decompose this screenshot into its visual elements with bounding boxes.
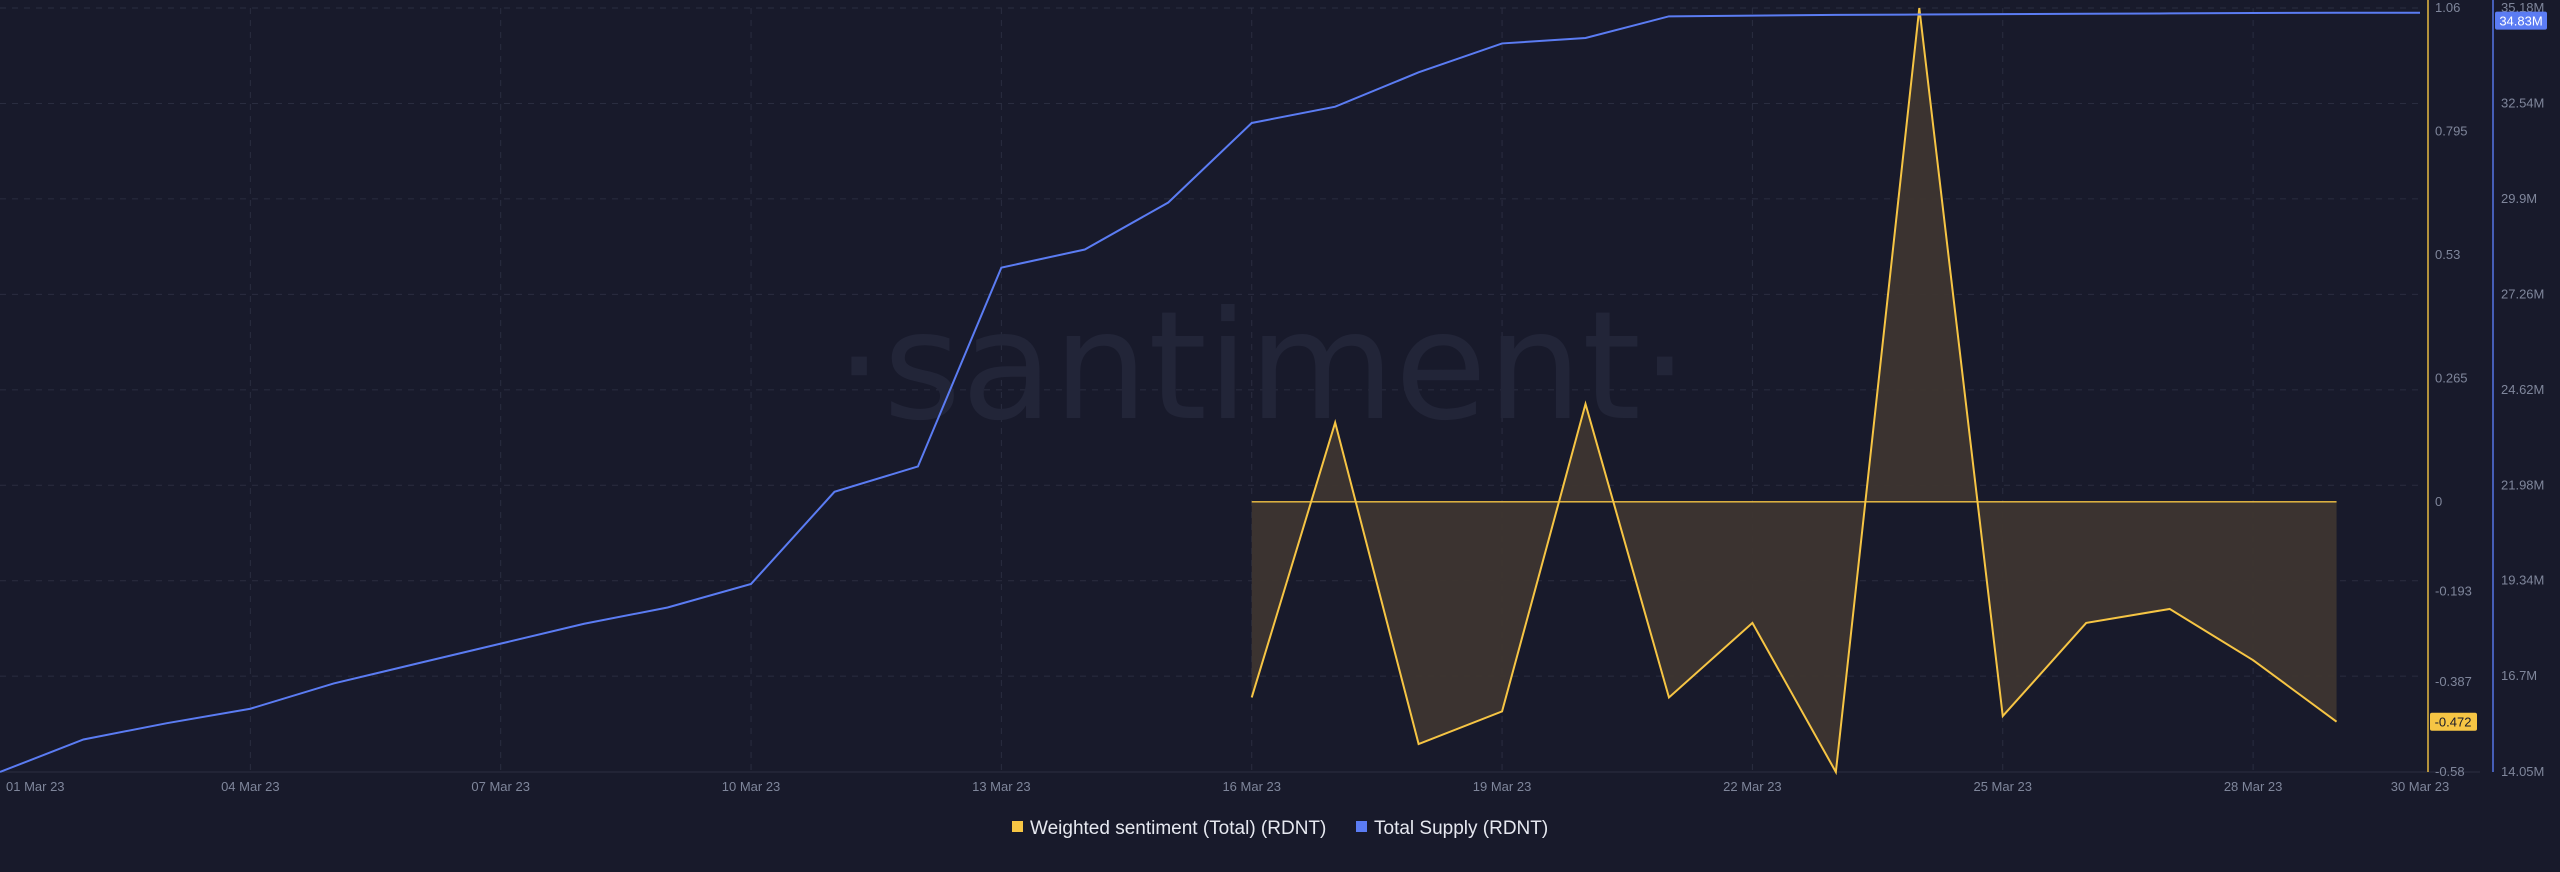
supply-tick-label: 29.9M: [2501, 191, 2537, 206]
supply-tick-label: 16.7M: [2501, 668, 2537, 683]
x-tick-label: 19 Mar 23: [1473, 779, 1532, 794]
x-tick-label: 01 Mar 23: [6, 779, 65, 794]
legend-swatch-supply: [1356, 821, 1367, 832]
supply-tick-label: 32.54M: [2501, 95, 2544, 110]
sentiment-value-label: -0.472: [2435, 715, 2472, 730]
x-tick-label: 16 Mar 23: [1222, 779, 1281, 794]
x-tick-label: 07 Mar 23: [471, 779, 530, 794]
supply-tick-label: 27.26M: [2501, 286, 2544, 301]
sentiment-tick-label: -0.193: [2435, 584, 2472, 599]
x-tick-label: 04 Mar 23: [221, 779, 280, 794]
legend-label-supply: Total Supply (RDNT): [1374, 818, 1548, 839]
sentiment-tick-label: 1.06: [2435, 0, 2460, 15]
sentiment-tick-label: 0.265: [2435, 370, 2468, 385]
x-tick-label: 30 Mar 23: [2391, 779, 2450, 794]
sentiment-tick-label: 0.53: [2435, 247, 2460, 262]
supply-tick-label: 19.34M: [2501, 573, 2544, 588]
x-tick-label: 22 Mar 23: [1723, 779, 1782, 794]
santiment-watermark: ·santiment·: [835, 280, 1688, 454]
legend-label-sentiment: Weighted sentiment (Total) (RDNT): [1030, 818, 1326, 839]
x-tick-label: 13 Mar 23: [972, 779, 1031, 794]
sentiment-tick-label: 0.795: [2435, 123, 2468, 138]
supply-value-label: 34.83M: [2499, 14, 2542, 29]
x-tick-label: 10 Mar 23: [722, 779, 781, 794]
legend: Weighted sentiment (Total) (RDNT) Total S…: [1012, 818, 1548, 839]
supply-tick-label: 24.62M: [2501, 382, 2544, 397]
sentiment-tick-label: -0.387: [2435, 674, 2472, 689]
x-tick-label: 28 Mar 23: [2224, 779, 2283, 794]
supply-tick-label: 21.98M: [2501, 477, 2544, 492]
sentiment-tick-label: -0.58: [2435, 764, 2465, 779]
x-tick-label: 25 Mar 23: [1973, 779, 2032, 794]
legend-swatch-sentiment: [1012, 821, 1023, 832]
supply-tick-label: 14.05M: [2501, 764, 2544, 779]
sentiment-tick-label: 0: [2435, 494, 2442, 509]
